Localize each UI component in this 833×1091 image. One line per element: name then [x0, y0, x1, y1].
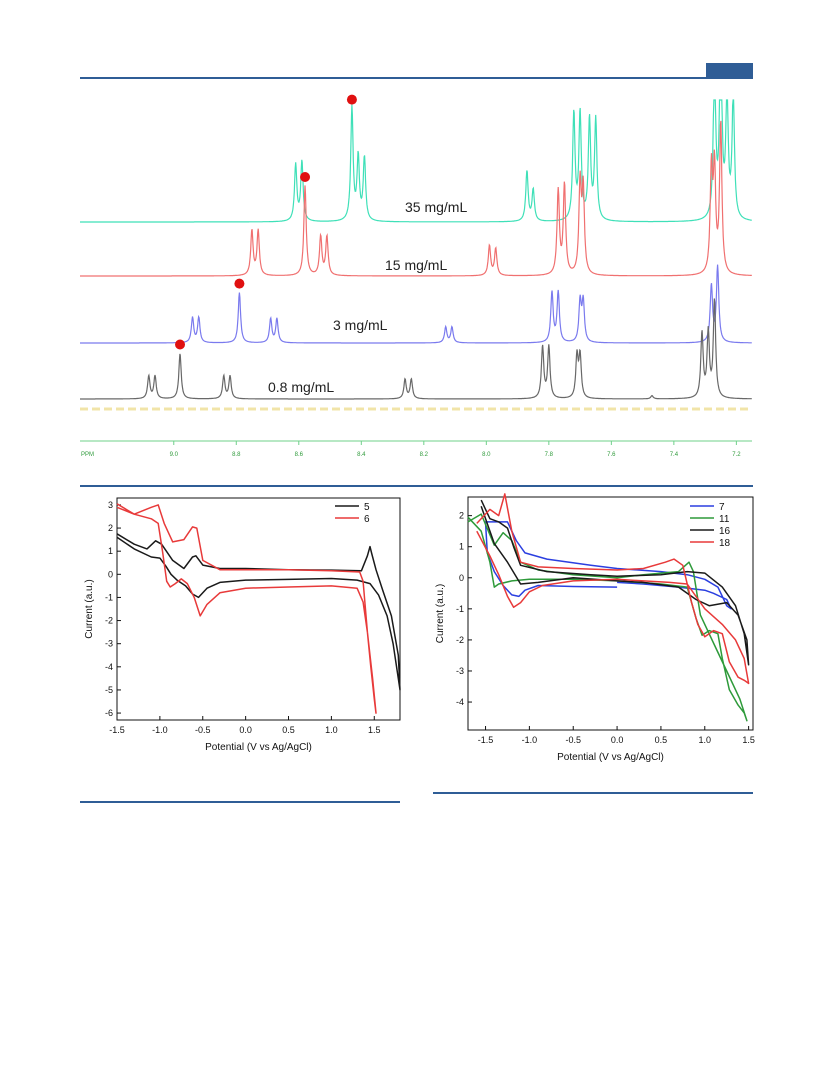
ppm-tick-label: 8.0: [482, 452, 491, 458]
y-tick-label: 1: [108, 546, 113, 556]
x-tick-label: 1.5: [368, 725, 381, 735]
y-tick-label: -3: [105, 639, 113, 649]
cv-curve: [116, 503, 377, 714]
ppm-tick-label: 7.4: [670, 452, 679, 458]
ppm-tick-label: 9.0: [170, 452, 179, 458]
nmr-spectra-chart: PPM 9.0 8.8 8.6 8.4 8.2 8.0 7.8 7.6 7.4 7.2 35 mg/m…: [80, 94, 752, 458]
y-tick-label: -2: [105, 616, 113, 626]
x-tick-label: 1.0: [325, 725, 338, 735]
x-tick-label: -1.0: [152, 725, 168, 735]
x-tick-label: 0.5: [282, 725, 295, 735]
section-rule: [80, 485, 753, 487]
x-axis-label: Potential (V vs Ag/AgCl): [557, 752, 664, 763]
x-tick-label: 1.0: [699, 735, 712, 745]
y-tick-label: -6: [105, 708, 113, 718]
y-tick-label: 3: [108, 500, 113, 510]
cv-curve: [484, 521, 732, 610]
y-tick-label: -1: [105, 592, 113, 602]
y-axis-label: Current (a.u.): [435, 584, 446, 643]
y-tick-label: -4: [456, 697, 464, 707]
spectrum-concentration-label: 3 mg/mL: [333, 317, 388, 333]
cv-curve: [116, 533, 401, 691]
y-tick-label: 1: [459, 542, 464, 552]
header-rule: [80, 77, 753, 79]
y-tick-label: 2: [108, 523, 113, 533]
peak-marker: [175, 339, 186, 350]
spectrum-line: [80, 99, 752, 223]
peak-marker: [300, 172, 311, 182]
legend-label: 11: [719, 514, 730, 525]
cv-curve: [476, 493, 750, 685]
spectrum-line: [80, 264, 752, 344]
legend-label: 7: [719, 502, 725, 513]
peak-marker: [346, 94, 357, 105]
y-tick-label: -1: [456, 604, 464, 614]
ppm-tick-label: 8.4: [357, 452, 366, 458]
x-tick-label: 0.0: [239, 725, 252, 735]
x-tick-label: 1.5: [742, 735, 755, 745]
ppm-axis-unit: PPM: [81, 452, 94, 458]
spectrum-line: [80, 298, 752, 400]
y-tick-label: -3: [456, 666, 464, 676]
ppm-tick-label: 8.2: [420, 452, 429, 458]
y-axis-label: Current (a.u.): [84, 579, 95, 638]
y-tick-label: -2: [456, 635, 464, 645]
y-tick-label: -4: [105, 662, 113, 672]
ppm-tick-label: 7.6: [607, 452, 616, 458]
ppm-tick-label: 7.8: [545, 452, 554, 458]
x-tick-label: 0.5: [655, 735, 668, 745]
legend-label: 16: [719, 526, 731, 537]
x-tick-label: -1.5: [478, 735, 494, 745]
spectrum-concentration-label: 15 mg/mL: [385, 257, 447, 273]
y-tick-label: -5: [105, 685, 113, 695]
spectrum-concentration-label: 0.8 mg/mL: [268, 379, 334, 395]
spectrum-line: [80, 120, 752, 277]
ppm-tick-label: 7.2: [732, 452, 741, 458]
x-tick-label: -1.5: [109, 725, 125, 735]
plot-frame: [467, 496, 754, 731]
x-tick-label: 0.0: [611, 735, 624, 745]
y-tick-label: 0: [108, 569, 113, 579]
peak-marker: [234, 278, 245, 289]
plot-frame: [116, 497, 401, 721]
left-caption-rule: [80, 801, 400, 803]
ppm-tick-label: 8.6: [295, 452, 304, 458]
cv-plot-left: -1.5 -1.0 -0.5 0.0 0.5 1.0 1.5 3 2 1 0 -1 -2 -3 -4 -5 -6…: [84, 497, 401, 753]
legend-label: 6: [364, 514, 370, 525]
header-tab: [706, 63, 753, 78]
y-tick-label: 2: [459, 511, 464, 521]
cv-plot-right: -1.5 -1.0 -0.5 0.0 0.5 1.0 1.5 2 1 0 -1 -2 -3 -4 Poten…: [435, 493, 755, 763]
y-tick-label: 0: [459, 573, 464, 583]
ppm-tick-label: 8.8: [232, 452, 241, 458]
x-axis-label: Potential (V vs Ag/AgCl): [205, 742, 312, 753]
cv-curve: [467, 513, 748, 722]
spectrum-concentration-label: 35 mg/mL: [405, 199, 467, 215]
right-caption-rule: [433, 792, 753, 794]
x-tick-label: -1.0: [522, 735, 538, 745]
cv-curve: [480, 499, 750, 666]
legend-label: 5: [364, 502, 370, 513]
x-tick-label: -0.5: [565, 735, 581, 745]
x-tick-label: -0.5: [195, 725, 211, 735]
legend-label: 18: [719, 538, 731, 549]
